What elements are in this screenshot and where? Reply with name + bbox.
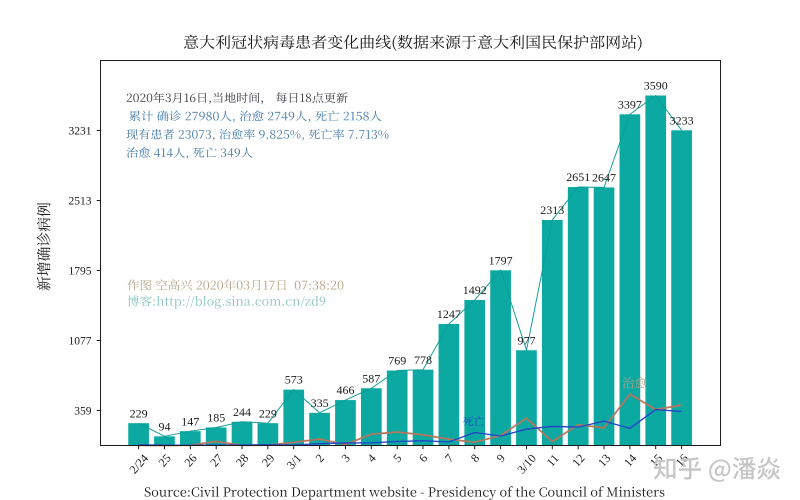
svg-text:1077: 1077 — [69, 336, 92, 348]
svg-text:335: 335 — [311, 396, 329, 410]
svg-text:1797: 1797 — [489, 253, 513, 267]
svg-text:1492: 1492 — [463, 283, 487, 297]
svg-text:229: 229 — [259, 406, 277, 420]
svg-text:3590: 3590 — [644, 79, 668, 93]
svg-text:587: 587 — [362, 371, 380, 385]
svg-text:778: 778 — [414, 353, 432, 367]
svg-text:2647: 2647 — [592, 171, 616, 185]
svg-text:3231: 3231 — [69, 126, 92, 138]
svg-text:244: 244 — [233, 405, 251, 419]
svg-text:977: 977 — [518, 333, 536, 347]
svg-text:2651: 2651 — [566, 170, 590, 184]
svg-text:2313: 2313 — [540, 203, 564, 217]
svg-text:94: 94 — [159, 419, 171, 433]
svg-text:2513: 2513 — [69, 196, 92, 208]
svg-text:573: 573 — [285, 373, 303, 387]
svg-text:1247: 1247 — [437, 307, 461, 321]
svg-text:3233: 3233 — [670, 113, 694, 127]
svg-text:147: 147 — [181, 414, 199, 428]
svg-text:359: 359 — [74, 406, 92, 418]
svg-text:466: 466 — [337, 383, 355, 397]
svg-text:185: 185 — [207, 411, 225, 425]
svg-text:769: 769 — [388, 354, 406, 368]
svg-text:229: 229 — [130, 406, 148, 420]
svg-text:1795: 1795 — [69, 266, 92, 278]
svg-text:3397: 3397 — [618, 97, 642, 111]
